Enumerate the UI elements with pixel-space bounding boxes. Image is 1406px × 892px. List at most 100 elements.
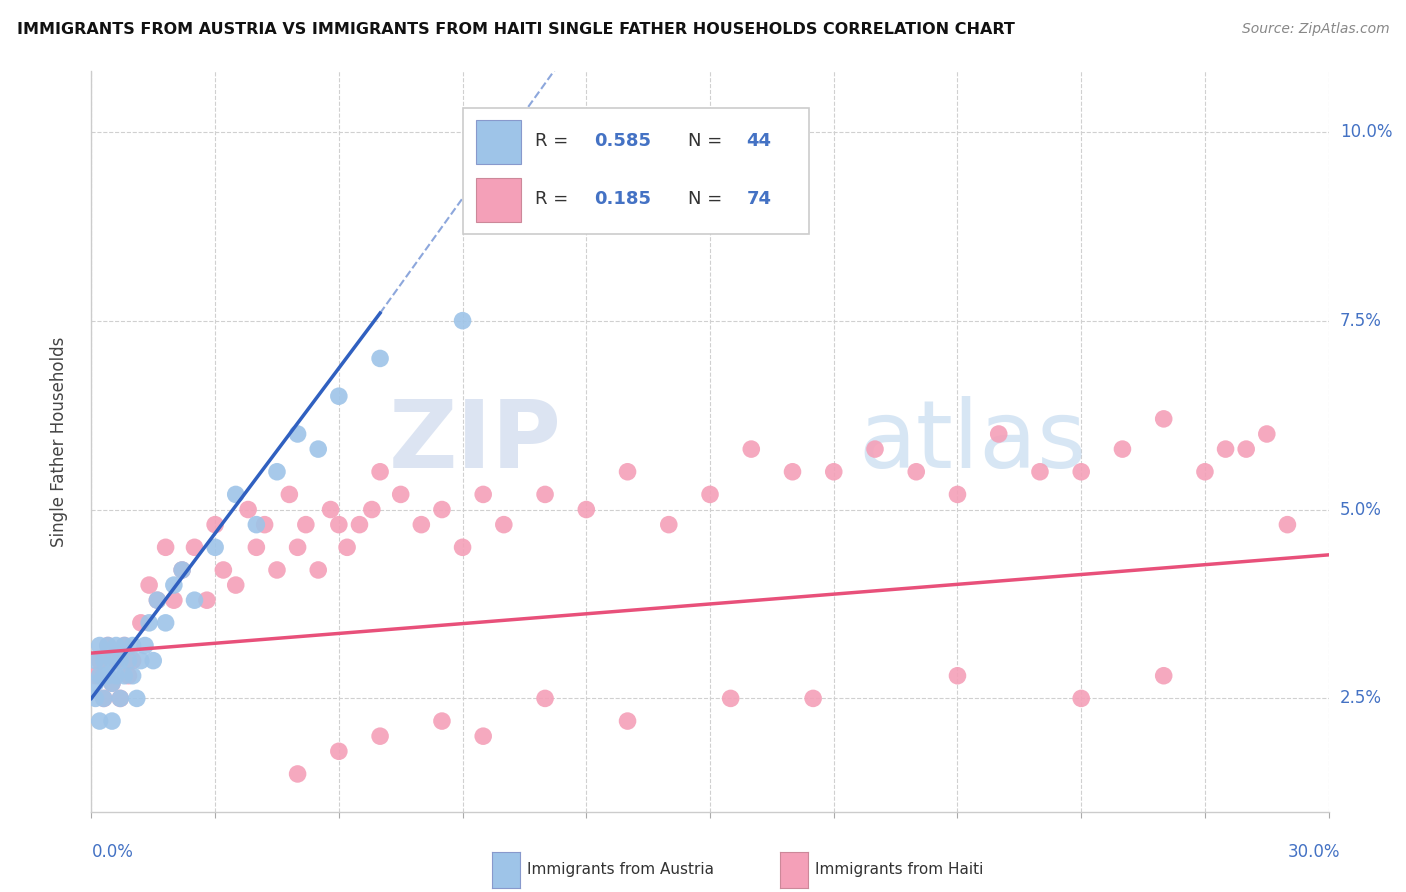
- Y-axis label: Single Father Households: Single Father Households: [49, 336, 67, 547]
- Text: IMMIGRANTS FROM AUSTRIA VS IMMIGRANTS FROM HAITI SINGLE FATHER HOUSEHOLDS CORREL: IMMIGRANTS FROM AUSTRIA VS IMMIGRANTS FR…: [17, 22, 1015, 37]
- Point: [1070, 691, 1092, 706]
- Point: [84, 669, 107, 683]
- Point: [138, 615, 160, 630]
- Point: [89, 669, 111, 683]
- Text: Immigrants from Haiti: Immigrants from Haiti: [815, 863, 984, 877]
- Point: [93, 691, 115, 706]
- Point: [89, 714, 111, 728]
- Point: [946, 669, 969, 683]
- Point: [89, 639, 111, 653]
- Point: [105, 669, 128, 683]
- Point: [245, 517, 267, 532]
- Point: [616, 465, 638, 479]
- Point: [699, 487, 721, 501]
- Point: [129, 615, 152, 630]
- Point: [307, 442, 329, 456]
- Text: 5.0%: 5.0%: [1340, 500, 1382, 518]
- Point: [863, 442, 886, 456]
- Point: [801, 691, 824, 706]
- Point: [97, 639, 120, 653]
- Point: [110, 654, 132, 668]
- Point: [472, 487, 495, 501]
- Point: [287, 767, 309, 781]
- Point: [245, 541, 267, 555]
- Point: [142, 654, 165, 668]
- Point: [112, 639, 135, 653]
- Point: [146, 593, 169, 607]
- Point: [328, 517, 350, 532]
- Point: [336, 541, 359, 555]
- Point: [225, 487, 247, 501]
- Point: [121, 669, 143, 683]
- Point: [987, 427, 1010, 442]
- Point: [287, 541, 309, 555]
- Point: [225, 578, 247, 592]
- Point: [84, 676, 107, 690]
- Point: [740, 442, 762, 456]
- Point: [946, 487, 969, 501]
- Point: [146, 593, 169, 607]
- Point: [360, 502, 382, 516]
- Point: [1277, 517, 1299, 532]
- Point: [134, 639, 156, 653]
- Point: [172, 563, 194, 577]
- Point: [204, 541, 226, 555]
- Point: [101, 676, 124, 690]
- Point: [616, 714, 638, 728]
- Point: [1215, 442, 1237, 456]
- Point: [97, 669, 120, 683]
- Point: [307, 563, 329, 577]
- Point: [575, 502, 598, 516]
- Text: 0.0%: 0.0%: [91, 843, 134, 861]
- Point: [368, 465, 391, 479]
- Point: [368, 351, 391, 366]
- Point: [183, 541, 205, 555]
- Text: atlas: atlas: [859, 395, 1087, 488]
- Point: [89, 654, 111, 668]
- Point: [287, 427, 309, 442]
- Point: [163, 593, 186, 607]
- Point: [295, 517, 318, 532]
- Point: [472, 729, 495, 743]
- Point: [1256, 427, 1278, 442]
- Point: [253, 517, 276, 532]
- Point: [110, 691, 132, 706]
- Point: [121, 639, 143, 653]
- Point: [905, 465, 928, 479]
- Point: [699, 140, 721, 154]
- Point: [101, 676, 124, 690]
- Point: [97, 639, 120, 653]
- Point: [112, 639, 135, 653]
- Point: [534, 691, 557, 706]
- Point: [534, 487, 557, 501]
- Point: [105, 654, 128, 668]
- Point: [782, 465, 804, 479]
- Point: [720, 691, 742, 706]
- Point: [349, 517, 371, 532]
- Point: [1153, 669, 1175, 683]
- Point: [411, 517, 433, 532]
- Point: [93, 691, 115, 706]
- Point: [105, 639, 128, 653]
- Point: [121, 654, 143, 668]
- Point: [195, 593, 218, 607]
- Point: [1029, 465, 1052, 479]
- Text: Source: ZipAtlas.com: Source: ZipAtlas.com: [1241, 22, 1389, 37]
- Point: [266, 465, 288, 479]
- Point: [93, 669, 115, 683]
- Point: [163, 578, 186, 592]
- Point: [368, 729, 391, 743]
- Point: [112, 669, 135, 683]
- Point: [1153, 412, 1175, 426]
- Text: 30.0%: 30.0%: [1288, 843, 1340, 861]
- Point: [1111, 442, 1133, 456]
- Point: [155, 615, 177, 630]
- Point: [1234, 442, 1257, 456]
- Point: [212, 563, 235, 577]
- Point: [534, 200, 557, 214]
- Point: [129, 654, 152, 668]
- Point: [93, 654, 115, 668]
- Point: [1194, 465, 1216, 479]
- Point: [110, 691, 132, 706]
- Text: 7.5%: 7.5%: [1340, 311, 1382, 330]
